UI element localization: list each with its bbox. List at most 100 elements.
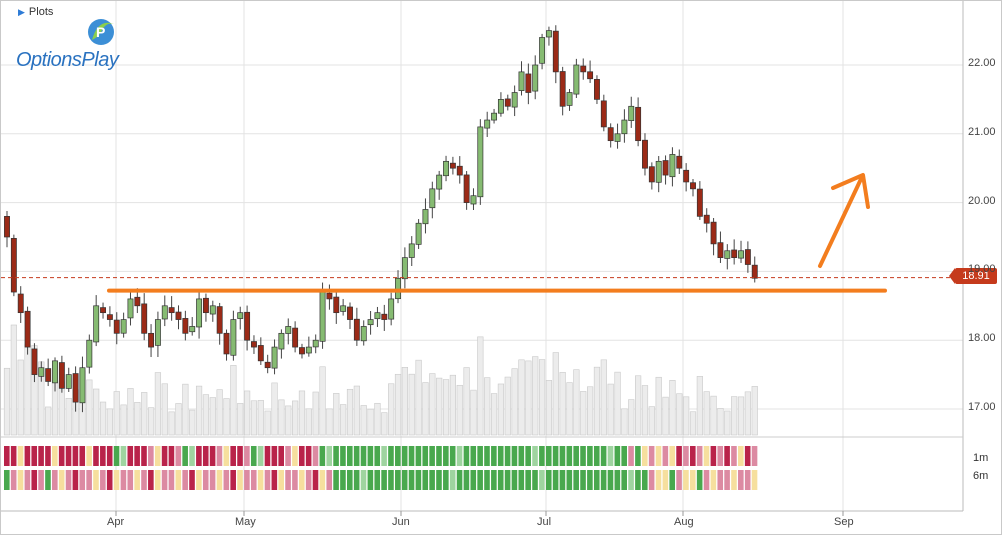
volume-bar	[463, 367, 470, 436]
heatmap-cell-6m	[518, 470, 525, 490]
volume-bar	[751, 386, 758, 436]
heatmap-cell-6m	[491, 470, 497, 490]
heatmap-cell-6m	[264, 470, 271, 490]
heatmap-cell-1m	[587, 446, 593, 466]
x-tick-label: Jul	[537, 516, 552, 528]
volume-bar	[367, 408, 374, 436]
heatmap-cell-6m	[106, 470, 113, 490]
volume-bar	[511, 368, 518, 436]
candle-body	[113, 319, 120, 334]
volume-bar	[154, 372, 162, 436]
volume-bar	[614, 371, 621, 436]
heatmap-cell-1m	[24, 446, 31, 466]
volume-bar	[669, 380, 676, 436]
candle-body	[415, 222, 422, 245]
heatmap-cell-6m	[600, 470, 607, 490]
heatmap-cell-1m	[353, 446, 360, 466]
candle-body	[120, 319, 127, 334]
volume-bar	[689, 411, 697, 436]
candle-body	[470, 195, 477, 205]
heatmap-cell-6m	[621, 470, 627, 490]
heatmap-cell-1m	[573, 446, 579, 466]
candle-body	[333, 296, 340, 314]
volume-bar	[195, 385, 203, 436]
candle-body	[86, 339, 93, 368]
volume-bar	[209, 397, 216, 436]
heatmap-cell-1m	[717, 446, 724, 466]
candle-body	[223, 332, 230, 355]
heatmap-cell-6m	[395, 470, 401, 490]
heatmap-cell-1m	[628, 446, 634, 466]
heatmap-cell-1m	[607, 446, 614, 466]
volume-bar	[552, 352, 559, 436]
volume-bar	[285, 405, 292, 436]
heatmap-cell-6m	[305, 470, 312, 490]
volume-bar	[264, 410, 271, 436]
candle-body	[676, 155, 683, 169]
volume-bar	[182, 383, 189, 436]
heatmap-cell-1m	[690, 446, 696, 466]
candle-body	[436, 174, 443, 190]
volume-bar	[607, 383, 614, 436]
volume-bar	[298, 390, 306, 436]
heatmap-cell-1m	[422, 446, 429, 466]
candle-body	[408, 243, 415, 258]
heatmap-cell-1m	[312, 446, 319, 466]
heatmap-cell-6m	[38, 470, 44, 490]
heatmap-cell-1m	[738, 446, 744, 466]
heatmap-cell-6m	[655, 470, 662, 490]
volume-bar	[86, 379, 93, 436]
candle-body	[484, 119, 491, 129]
heatmap-cell-6m	[79, 470, 86, 490]
heatmap-cell-1m	[86, 446, 92, 466]
volume-bar	[449, 374, 457, 436]
candle-body	[429, 188, 436, 209]
volume-bar	[17, 359, 24, 436]
volume-bar	[292, 400, 299, 436]
heatmap-cell-6m	[690, 470, 696, 490]
volume-bar	[326, 408, 333, 436]
heatmap-cell-6m	[593, 470, 600, 490]
heatmap-cell-6m	[216, 470, 223, 490]
candle-body	[168, 307, 175, 314]
heatmap-cell-1m	[216, 446, 223, 466]
heatmap-cell-6m	[100, 470, 106, 490]
volume-bar	[401, 366, 408, 436]
heatmap-cell-6m	[223, 470, 230, 490]
heatmap-cell-6m	[17, 470, 24, 490]
candle-body	[216, 306, 223, 334]
arrow-shaft	[818, 177, 863, 268]
candle-body	[52, 360, 58, 384]
heatmap-cell-6m	[731, 470, 737, 490]
heatmap-cell-6m	[353, 470, 360, 490]
heatmap-cell-1m	[154, 446, 161, 466]
heatmap-cell-1m	[621, 446, 627, 466]
volume-bar	[271, 382, 278, 436]
candle-body	[154, 319, 161, 346]
heatmap-cell-1m	[456, 446, 463, 466]
candle-body	[264, 361, 271, 369]
candle-body	[456, 165, 463, 176]
heatmap-cell-1m	[518, 446, 525, 466]
plots-toggle[interactable]: ▶ Plots	[18, 6, 53, 18]
volume-bar	[127, 388, 134, 436]
volume-bar	[676, 393, 683, 436]
heatmap-cell-1m	[340, 446, 346, 466]
heatmap-cell-1m	[257, 446, 264, 466]
heatmap-cell-6m	[347, 470, 353, 490]
heatmap-cell-6m	[72, 470, 79, 490]
heatmap-cell-1m	[360, 446, 367, 466]
heatmap-cell-6m	[360, 470, 367, 490]
heatmap-cell-6m	[669, 470, 676, 490]
candle-body	[518, 71, 525, 91]
volume-bar	[422, 382, 429, 436]
heatmap-cell-6m	[319, 470, 326, 490]
heatmap-cell-6m	[635, 470, 641, 490]
volume-bar	[10, 324, 17, 436]
heatmap-label-6m: 6m	[973, 470, 989, 482]
heatmap-cell-1m	[148, 446, 154, 466]
heatmap-cell-1m	[45, 446, 51, 466]
heatmap-cell-1m	[470, 446, 477, 466]
heatmap-cell-1m	[223, 446, 230, 466]
